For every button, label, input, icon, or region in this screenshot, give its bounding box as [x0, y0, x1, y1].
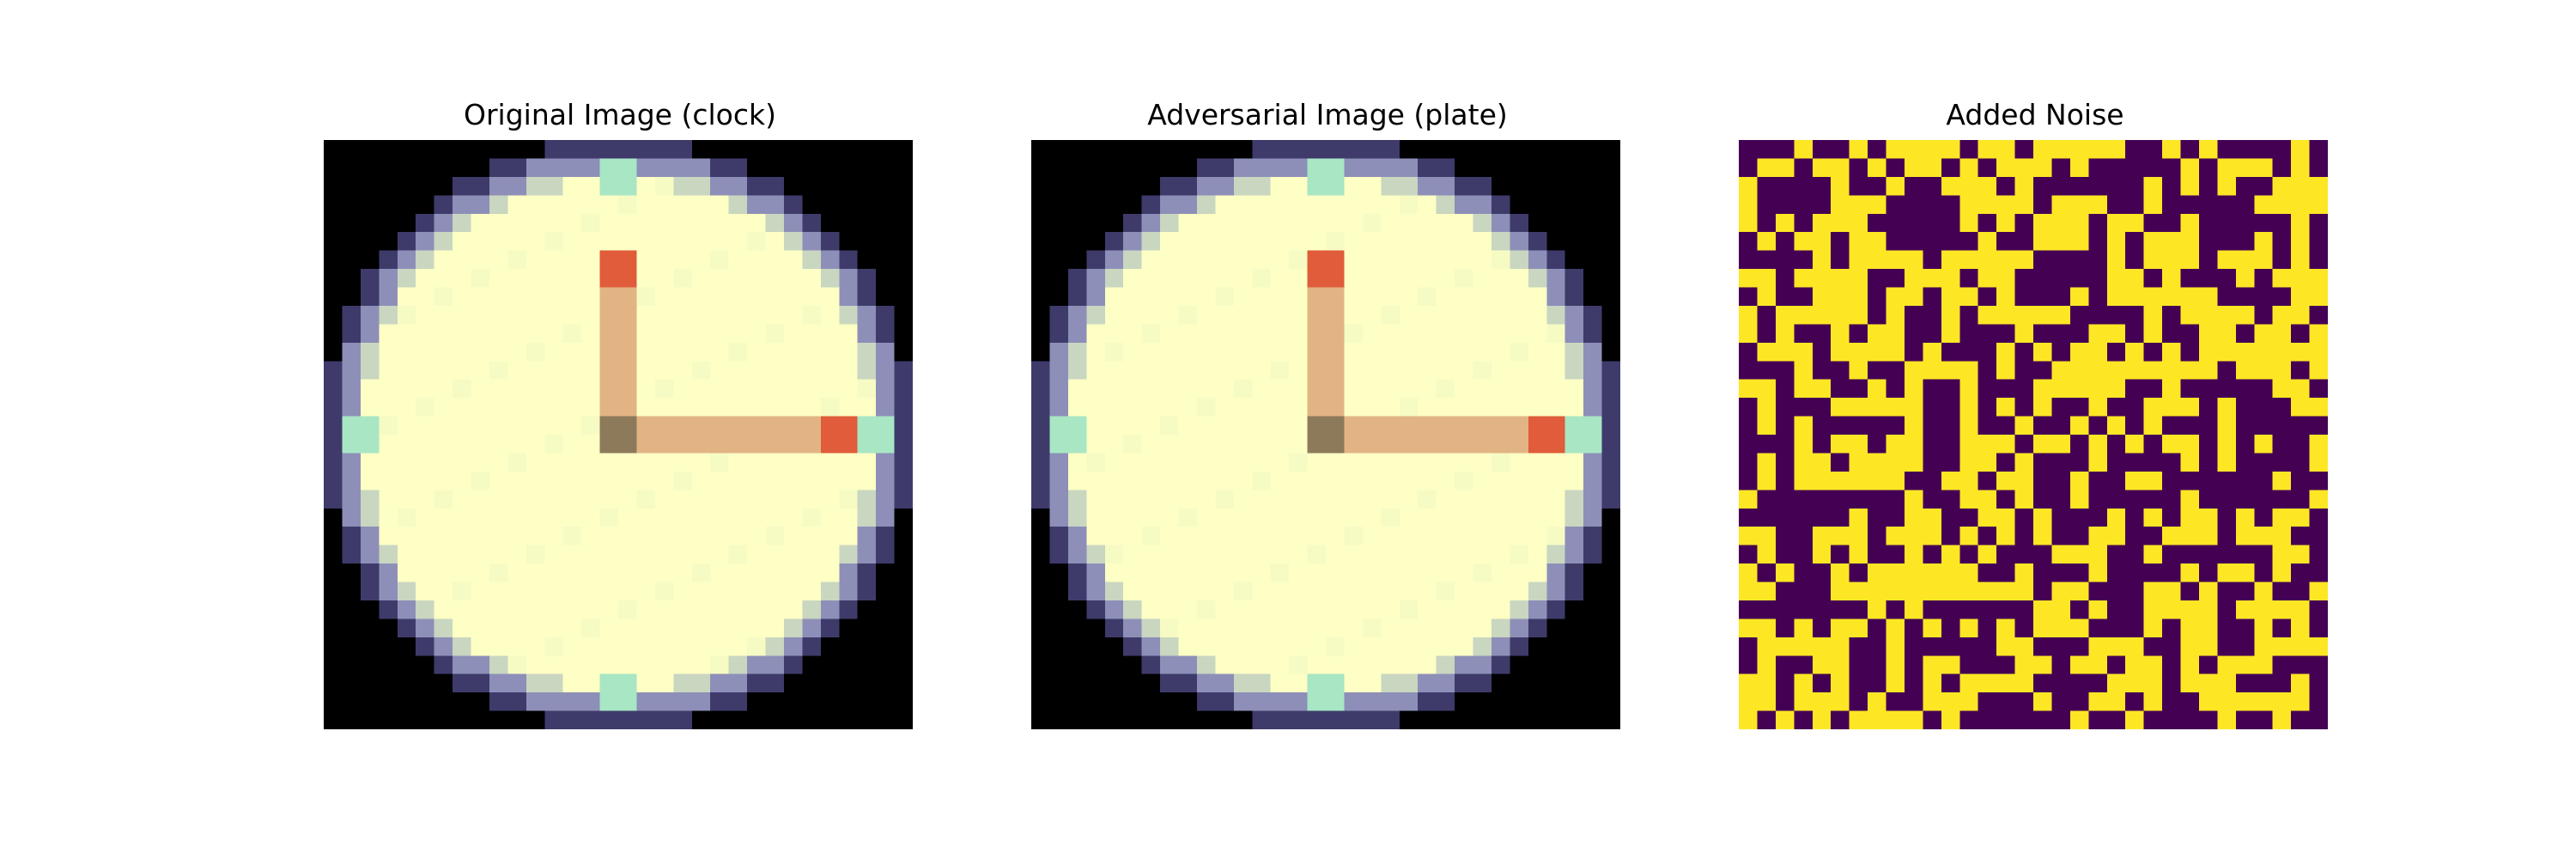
- adversarial-image-title: Adversarial Image (plate): [1147, 98, 1508, 131]
- original-clock-image: [324, 140, 913, 729]
- added-noise-image: [1739, 140, 2328, 729]
- added-noise-title: Added Noise: [1946, 98, 2124, 131]
- adversarial-plate-image: [1031, 140, 1620, 729]
- original-image-title: Original Image (clock): [464, 98, 776, 131]
